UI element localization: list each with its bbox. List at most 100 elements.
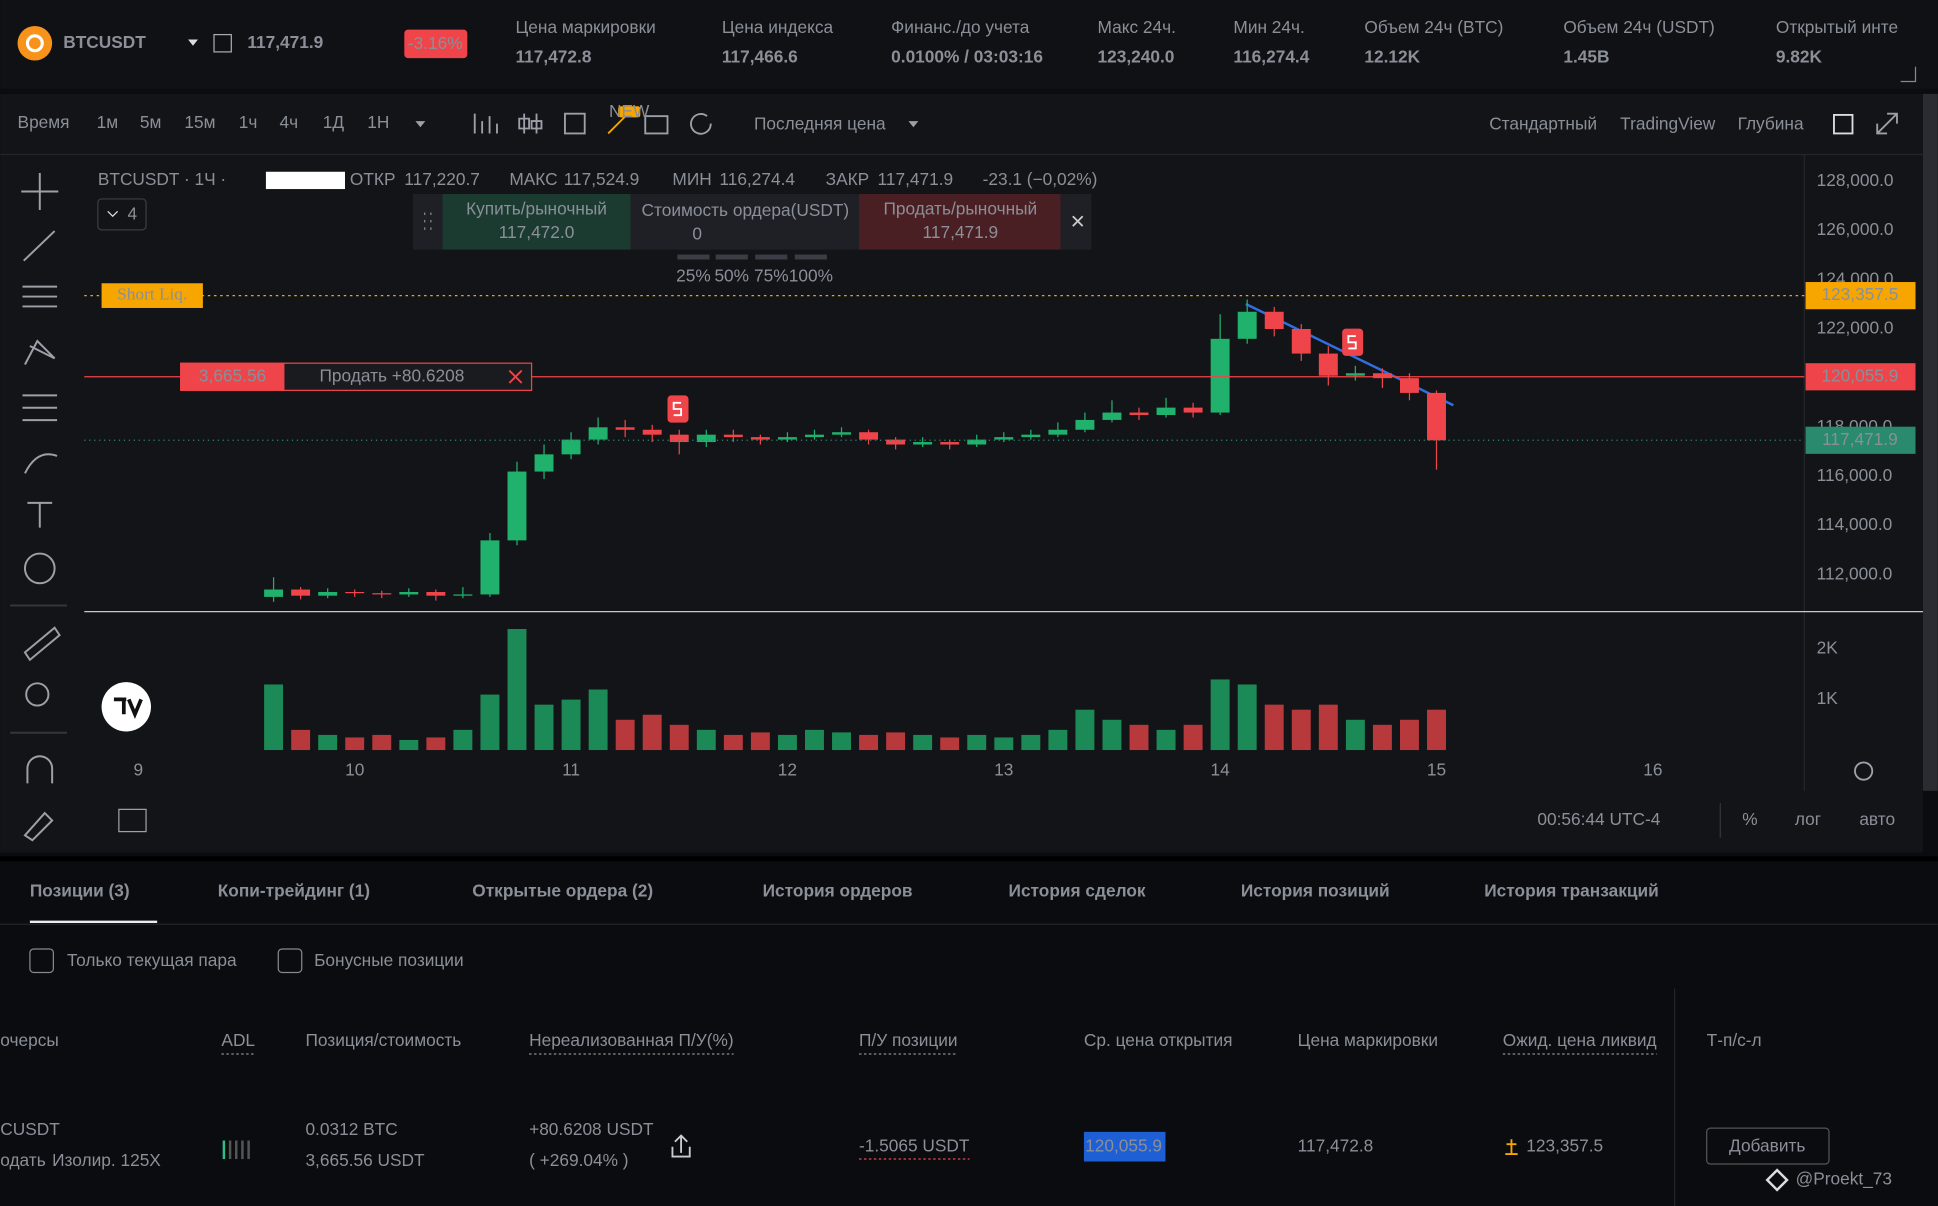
volume-bar	[913, 734, 933, 751]
column-header: Цена маркировки	[1298, 1030, 1438, 1050]
symbol-dropdown[interactable]	[188, 39, 198, 46]
candle-body	[642, 429, 662, 435]
volume-bar	[642, 714, 662, 751]
view-option[interactable]: Стандартный	[1489, 113, 1597, 133]
add-button-label[interactable]: Добавить	[1729, 1135, 1805, 1155]
candle-body	[372, 593, 392, 595]
checkbox[interactable]	[29, 948, 54, 974]
column-header: П/У позиции	[859, 1030, 958, 1050]
add-button[interactable]	[1706, 1127, 1830, 1165]
price-type[interactable]: Последняя цена	[754, 113, 886, 133]
candle-body	[480, 540, 500, 595]
candle-body	[534, 454, 554, 472]
fib-tool[interactable]	[22, 285, 58, 308]
candle-body	[1210, 338, 1230, 413]
interval[interactable]: 4ч	[280, 112, 299, 132]
sell-button[interactable]	[859, 193, 1061, 250]
sell-label: Продать/рыночный	[883, 199, 1037, 219]
percent-bar[interactable]	[794, 254, 827, 260]
stat-value: 0.0100% / 03:03:16	[891, 47, 1043, 67]
draw-icon[interactable]	[607, 115, 627, 135]
layout-icon[interactable]	[1833, 113, 1854, 135]
candles-icon[interactable]	[518, 113, 543, 134]
tv-logo[interactable]	[101, 682, 151, 732]
projection-tool[interactable]	[22, 394, 58, 422]
tab[interactable]: История позиций	[1241, 881, 1390, 901]
candle-body	[1048, 429, 1068, 435]
legend-item: BTCUSDT · 1Ч ·	[98, 169, 226, 189]
stat-value: 123,240.0	[1098, 47, 1175, 67]
volume-bar	[940, 737, 960, 751]
symbol[interactable]: BTCUSDT	[63, 32, 146, 52]
pattern-tool[interactable]	[24, 339, 56, 365]
redaction	[265, 171, 345, 190]
volume-bar	[1210, 679, 1230, 751]
view-option[interactable]: TradingView	[1620, 113, 1716, 133]
interval[interactable]: 1м	[97, 112, 118, 132]
emoji-tool[interactable]	[23, 552, 56, 585]
date-range-icon[interactable]	[118, 808, 147, 833]
scale-button[interactable]: лог	[1795, 809, 1821, 829]
candle-body	[777, 437, 797, 440]
book-icon[interactable]	[213, 33, 232, 53]
stat-label: Открытый инте	[1776, 17, 1898, 37]
tab[interactable]: История ордеров	[763, 881, 913, 901]
indicators-icon[interactable]	[564, 112, 586, 135]
tab[interactable]: История сделок	[1009, 881, 1146, 901]
volume-bar	[507, 628, 527, 751]
settings-icon[interactable]	[1854, 761, 1874, 781]
indicator-toggle[interactable]	[97, 198, 147, 231]
stat-label: Финанс./до учета	[891, 17, 1030, 37]
close-panel[interactable]	[1072, 215, 1084, 227]
x-tick-label: 9	[134, 760, 144, 780]
buy-button[interactable]	[442, 193, 631, 250]
bars-icon[interactable]	[473, 113, 498, 134]
checkbox[interactable]	[277, 948, 303, 974]
position-action[interactable]: Продать +80.6208	[320, 365, 465, 385]
tab[interactable]: Открытые ордера (2)	[472, 881, 653, 901]
scale-button[interactable]: авто	[1859, 809, 1895, 829]
tab[interactable]: Позиции (3)	[30, 881, 130, 901]
percent-bar[interactable]	[715, 254, 748, 260]
coin-icon	[17, 25, 53, 61]
interval[interactable]: 15м	[184, 112, 215, 132]
interval[interactable]: 1ч	[239, 112, 258, 132]
reset-icon[interactable]	[690, 113, 712, 135]
x-tick-label: 11	[562, 760, 580, 780]
crosshair-tool[interactable]	[21, 172, 59, 211]
position-close[interactable]	[508, 369, 523, 384]
trendline-tool[interactable]	[23, 230, 56, 262]
tab[interactable]: История транзакций	[1484, 881, 1658, 901]
ruler-tool[interactable]	[23, 626, 61, 662]
volume-bar	[967, 734, 987, 751]
scale-button[interactable]: %	[1742, 809, 1757, 829]
signal-glyph	[1347, 335, 1357, 350]
magnet-tool[interactable]	[26, 755, 54, 784]
axis-price-tag	[1805, 282, 1916, 310]
candle-body	[264, 589, 284, 597]
view-option[interactable]: Глубина	[1738, 113, 1804, 133]
candle-body	[1291, 328, 1311, 354]
volume-bar	[561, 699, 581, 751]
snapshot-icon[interactable]	[644, 115, 669, 135]
text-tool[interactable]	[27, 501, 53, 528]
zoom-tool[interactable]	[25, 682, 50, 707]
share-icon[interactable]	[671, 1134, 691, 1158]
liq-icon	[1505, 1139, 1518, 1156]
stat-value: 12.12K	[1364, 47, 1420, 67]
interval[interactable]: 5м	[140, 112, 161, 132]
brush-tool[interactable]	[24, 453, 58, 474]
volume-bar	[318, 734, 338, 751]
candle-body	[1345, 373, 1365, 376]
candle-body	[723, 434, 743, 438]
candle-body	[1129, 412, 1149, 416]
candle-body	[1237, 311, 1257, 339]
column-header: Ожид. цена ликвид	[1503, 1030, 1657, 1050]
percent-bar[interactable]	[755, 254, 788, 260]
fullscreen-icon[interactable]	[1876, 112, 1898, 135]
lock-tool[interactable]	[23, 811, 54, 842]
tab[interactable]: Копи-трейдинг (1)	[218, 881, 370, 901]
interval[interactable]: 1Д	[323, 112, 345, 132]
interval[interactable]: 1Н	[367, 112, 389, 132]
percent-bar[interactable]	[677, 254, 710, 260]
